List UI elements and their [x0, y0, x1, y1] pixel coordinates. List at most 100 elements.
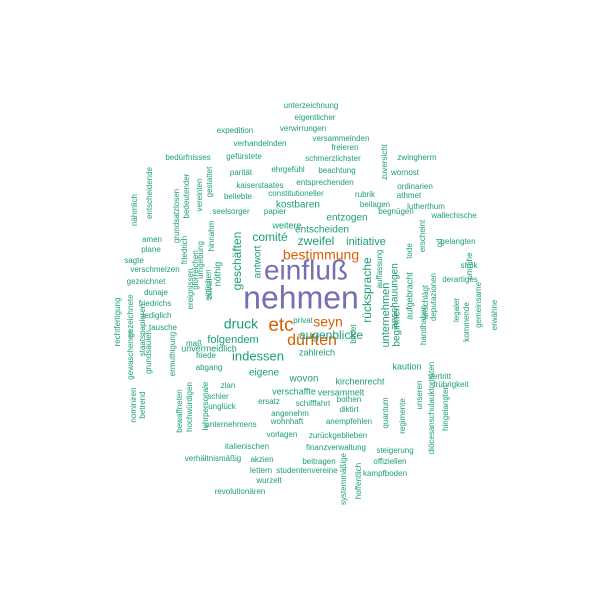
- cloud-word: indessen: [232, 348, 284, 363]
- cloud-word: vorlagen: [267, 430, 298, 439]
- cloud-word: entsprechenden: [296, 178, 353, 187]
- cloud-word: schmerzlichster: [305, 154, 361, 163]
- cloud-word: folgendem: [207, 334, 258, 346]
- cloud-word: verwirrungen: [280, 124, 326, 133]
- cloud-word: italienischen: [225, 442, 269, 451]
- cloud-word: maß: [186, 339, 202, 348]
- cloud-word: eigentlicher: [295, 113, 336, 122]
- cloud-word: staatspapieren: [138, 304, 147, 356]
- cloud-word: rubrik: [355, 190, 376, 199]
- cloud-word: lehrpersonale: [201, 381, 210, 430]
- cloud-word: diöcesanschulauktoritäten: [427, 362, 436, 455]
- cloud-word: gezeichnet: [127, 277, 166, 286]
- cloud-word: nähmlich: [130, 194, 139, 226]
- cloud-word: od: [435, 239, 444, 248]
- cloud-word: grundsatzlosen: [172, 189, 181, 243]
- cloud-word: nominiren: [129, 387, 138, 422]
- cloud-word: nöthig: [212, 262, 222, 287]
- cloud-word: anempfehlen: [326, 417, 372, 426]
- cloud-word: akzien: [250, 455, 273, 464]
- cloud-word: privat: [293, 316, 313, 325]
- cloud-word: revolutionären: [215, 487, 266, 496]
- cloud-word: legaler: [452, 298, 461, 322]
- cloud-word: ermuthigung: [168, 332, 177, 376]
- cloud-word: diktirt: [339, 405, 359, 414]
- cloud-word: kostbaren: [276, 200, 320, 211]
- cloud-word: finanzverwaltung: [306, 443, 366, 452]
- cloud-word: beitragen: [302, 457, 335, 466]
- cloud-word: kaiserstaates: [236, 181, 283, 190]
- cloud-word: kirchenrecht: [335, 376, 385, 386]
- cloud-word: wurzelt: [255, 476, 282, 485]
- cloud-word: kaution: [392, 361, 421, 371]
- cloud-word: bestimmung: [283, 247, 359, 263]
- cloud-word: deputazionen: [429, 273, 438, 321]
- cloud-word: betrend: [138, 391, 147, 418]
- cloud-word: unseren: [415, 381, 424, 410]
- cloud-word: quantum: [381, 397, 390, 428]
- cloud-word: unvermeidlich: [181, 343, 237, 353]
- cloud-word: regimente: [398, 398, 407, 434]
- cloud-word: grundsäulen: [144, 330, 153, 374]
- cloud-word: sagte: [124, 256, 144, 265]
- cloud-word: ordinarien: [397, 182, 433, 191]
- cloud-word: wovon: [289, 374, 319, 385]
- cloud-word: schifffahrt: [296, 399, 331, 408]
- cloud-word: hoffentlich: [354, 463, 363, 499]
- cloud-word: gewaschenen: [126, 330, 135, 379]
- cloud-word: wallechische: [430, 211, 477, 220]
- cloud-word: zuviel: [205, 279, 214, 300]
- cloud-word: constitutioneller: [268, 189, 324, 198]
- cloud-word: gelangten: [440, 237, 475, 246]
- cloud-word: abgang: [196, 363, 223, 372]
- cloud-word: wohnhaft: [270, 417, 304, 426]
- cloud-word: versammelnden: [313, 134, 370, 143]
- cloud-word: beginnen: [392, 305, 403, 346]
- cloud-word: gezeichnete: [126, 294, 135, 338]
- cloud-word: beliebte: [224, 192, 253, 201]
- cloud-word: studentenvereine: [276, 466, 338, 475]
- cloud-word: weitere: [271, 220, 301, 230]
- cloud-word: unglück: [208, 402, 237, 411]
- cloud-word: hingelangten: [441, 385, 450, 431]
- cloud-word: unternehmens: [205, 420, 256, 429]
- cloud-word: initiative: [346, 236, 386, 248]
- cloud-word: papier: [264, 207, 287, 216]
- cloud-word: dunaje: [144, 288, 169, 297]
- cloud-word: hochwürdigen: [185, 382, 194, 432]
- cloud-word: glorreichen: [191, 250, 200, 290]
- cloud-word: entscheidende: [145, 166, 154, 219]
- cloud-word: eigene: [249, 368, 279, 379]
- cloud-word: parität: [230, 168, 253, 177]
- cloud-word: zurückgeblieben: [309, 431, 367, 440]
- cloud-word: bothen: [337, 395, 361, 404]
- cloud-word: angenehm: [271, 409, 309, 418]
- cloud-word: gestattet: [205, 166, 214, 197]
- cloud-word: ereignissen: [186, 269, 195, 310]
- cloud-word: geschäften: [230, 232, 244, 291]
- cloud-word: tode: [405, 243, 414, 259]
- cloud-word: derartiges: [442, 275, 478, 284]
- cloud-word: etc: [268, 315, 293, 336]
- cloud-word: systemmäßige: [339, 452, 348, 505]
- cloud-word: steigerung: [376, 446, 413, 455]
- cloud-word: lettern: [250, 466, 272, 475]
- cloud-word: vereinten: [195, 179, 204, 212]
- cloud-word: nehmen: [243, 279, 359, 315]
- cloud-word: gemeinsame: [474, 282, 483, 328]
- cloud-word: vertritt: [429, 372, 452, 381]
- cloud-word: erwähne: [490, 299, 499, 330]
- cloud-word: bildet: [349, 324, 358, 344]
- cloud-word: verschaffte: [272, 386, 316, 396]
- cloud-word: umrühe: [465, 252, 474, 280]
- cloud-word: beilagen: [360, 200, 390, 209]
- cloud-word: anschlägt: [421, 284, 430, 319]
- cloud-word: zuversicht: [380, 143, 389, 180]
- cloud-word: sittlichen: [204, 269, 213, 300]
- cloud-word: rücksprache: [360, 257, 374, 323]
- cloud-word: auffassung: [375, 250, 384, 289]
- cloud-word: versammelt: [318, 387, 365, 397]
- cloud-word: offiziellen: [373, 457, 406, 466]
- cloud-word: begnügen: [378, 207, 414, 216]
